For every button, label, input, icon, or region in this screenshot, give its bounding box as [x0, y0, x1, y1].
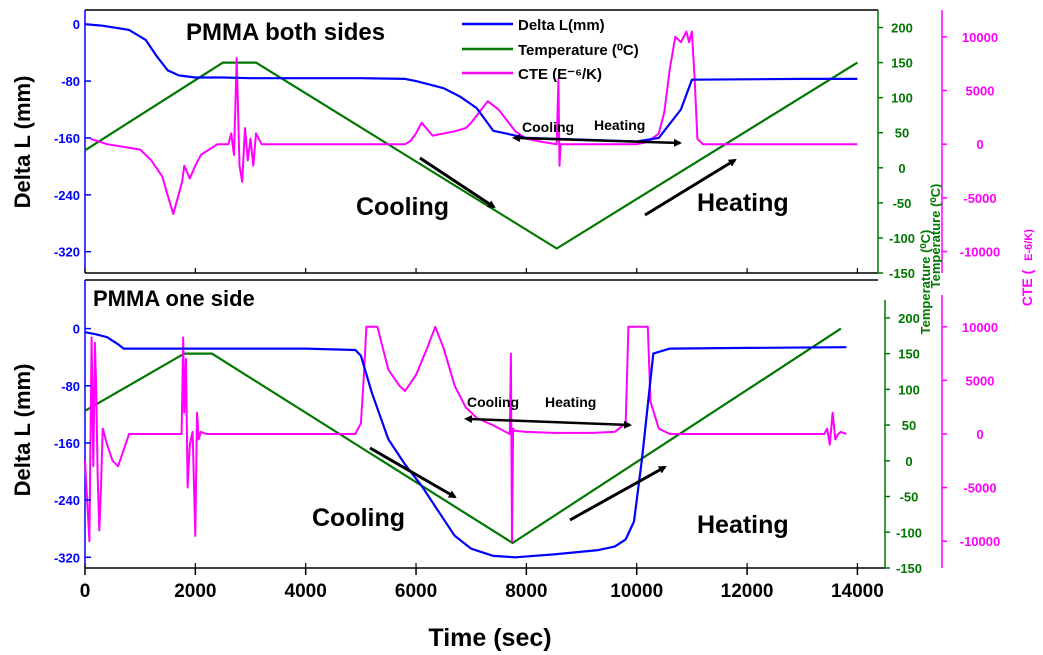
top-temperature-tick-label: -50 [893, 196, 912, 211]
bottom-temperature-tick-label: 200 [898, 311, 920, 326]
top-delta-series-line [84, 23, 858, 143]
x-axis-tick-label: 2000 [174, 581, 216, 602]
top-delta-tick-label: -160 [54, 131, 80, 146]
top-panel-title: PMMA both sides [186, 19, 385, 46]
top-temperature-tick-label: 100 [891, 91, 913, 106]
axis-ticks: 0 -80 -160 -240 -320 200 150 100 50 0 -50 -100 -150 1… [54, 17, 1000, 602]
top-cooling-arrow [419, 156, 496, 209]
cte-axis-label-part1: CTE ( [1019, 269, 1035, 306]
bottom-temperature-tick-label: -50 [900, 490, 919, 505]
top-annotation-cooling: Cooling [356, 193, 449, 221]
bottom-cte-series-line [84, 325, 847, 543]
bottom-annotation-heating: Heating [697, 511, 789, 539]
bottom-cte-tick-label: -10000 [960, 534, 1000, 549]
bottom-plot-area [84, 325, 847, 559]
cte-axis-label-part2: E-6/K) [1023, 229, 1035, 261]
top-annotation-heating-small: Heating [594, 117, 645, 133]
legend-delta-label: Delta L(mm) [518, 17, 605, 34]
bottom-temperature-series-line [84, 327, 842, 545]
bottom-cte-tick-label: 5000 [966, 373, 995, 388]
top-cte-tick-label: 10000 [962, 30, 998, 45]
top-cte-tick-label: -10000 [960, 245, 1000, 260]
bottom-annotation-heating-small: Heating [545, 394, 596, 410]
top-cte-tick-label: -5000 [963, 191, 996, 206]
x-axis-label: Time (sec) [428, 624, 551, 652]
bottom-temperature-tick-label: 0 [905, 454, 912, 469]
top-y-axis-label: Delta L (mm) [10, 76, 35, 209]
top-double-arrow [512, 134, 682, 147]
bottom-cte-tick-label: -5000 [963, 481, 996, 496]
bottom-panel-title: PMMA one side [93, 286, 255, 311]
bottom-annotation-cooling: Cooling [312, 504, 405, 532]
top-temperature-tick-label: -100 [889, 231, 915, 246]
top-temperature-tick-label: -150 [889, 266, 915, 281]
top-delta-tick-label: -240 [54, 188, 80, 203]
x-axis-tick-label: 10000 [610, 581, 663, 602]
temperature-axis-label-top: Temperature (⁰C) [928, 184, 943, 289]
x-axis-tick-label: 6000 [395, 581, 437, 602]
bottom-delta-tick-label: 0 [73, 322, 80, 337]
top-plot-area [84, 23, 858, 250]
bottom-temperature-tick-label: -150 [896, 561, 922, 576]
bottom-cte-tick-label: 0 [976, 427, 983, 442]
bottom-delta-tick-label: -240 [54, 493, 80, 508]
top-annotation-cooling-small: Cooling [522, 119, 574, 135]
top-temperature-tick-label: 150 [891, 56, 913, 71]
bottom-delta-tick-label: -80 [61, 379, 80, 394]
top-heating-arrow [644, 158, 737, 217]
x-axis-tick-label: 0 [80, 581, 91, 602]
top-delta-tick-label: -80 [61, 74, 80, 89]
top-cte-series-line [90, 30, 858, 215]
bottom-delta-series-line [84, 331, 847, 559]
bottom-temperature-tick-label: 150 [898, 347, 920, 362]
top-temperature-tick-label: 200 [891, 21, 913, 36]
top-temperature-tick-label: 0 [898, 161, 905, 176]
bottom-double-arrow [464, 415, 632, 429]
bottom-delta-tick-label: -160 [54, 436, 80, 451]
bottom-heating-arrow [569, 465, 667, 522]
top-temperature-series-line [84, 61, 858, 250]
bottom-y-axis-label: Delta L (mm) [10, 364, 35, 497]
bottom-annotation-cooling-small: Cooling [467, 394, 519, 410]
x-axis-tick-label: 12000 [721, 581, 774, 602]
top-cte-tick-label: 0 [976, 137, 983, 152]
bottom-temperature-tick-label: 100 [898, 382, 920, 397]
legend-temperature-label: Temperature (⁰C) [518, 42, 639, 59]
x-axis-tick-label: 4000 [285, 581, 327, 602]
bottom-panel [84, 279, 943, 569]
temperature-axis-label-bottom: Temperature (⁰C) [918, 230, 933, 335]
top-delta-tick-label: -320 [54, 245, 80, 260]
bottom-cte-tick-label: 10000 [962, 320, 998, 335]
bottom-delta-tick-label: -320 [54, 550, 80, 565]
top-panel [84, 9, 943, 274]
top-cte-tick-label: 5000 [966, 84, 995, 99]
bottom-cooling-arrow [369, 446, 457, 499]
bottom-temperature-tick-label: 50 [902, 418, 916, 433]
legend: Delta L(mm) Temperature (⁰C) CTE (E⁻⁶/K) [462, 17, 639, 83]
top-temperature-tick-label: 50 [895, 126, 909, 141]
top-annotation-heating: Heating [697, 189, 789, 217]
top-delta-tick-label: 0 [73, 17, 80, 32]
bottom-temperature-tick-label: -100 [896, 525, 922, 540]
x-axis-tick-label: 8000 [505, 581, 547, 602]
x-axis-tick-label: 14000 [831, 581, 884, 602]
legend-cte-label: CTE (E⁻⁶/K) [518, 66, 602, 83]
